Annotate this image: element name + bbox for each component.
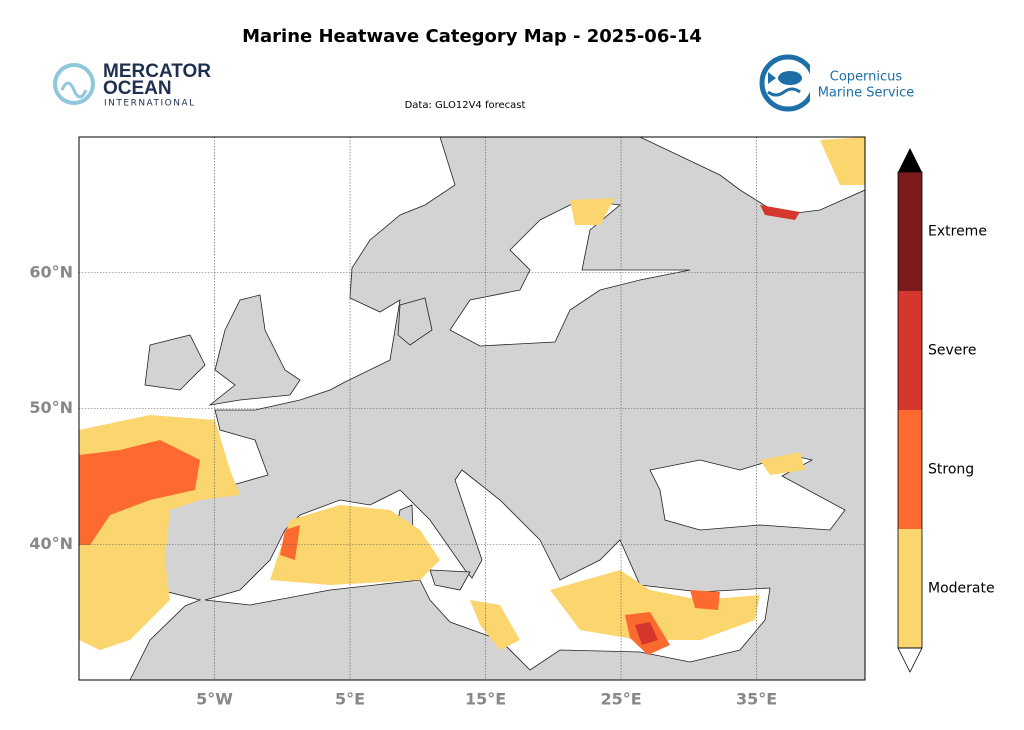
- graticule: [79, 137, 865, 680]
- colorbar-extend-max: [898, 148, 922, 172]
- logo-gap: [810, 60, 822, 108]
- heatwave-area: [690, 590, 720, 610]
- great-britain: [208, 294, 301, 406]
- heatwave-patches: [79, 137, 865, 655]
- colorbar-label: Extreme: [928, 224, 987, 240]
- logo-text: OCEAN: [103, 78, 172, 99]
- map-area: [79, 137, 865, 680]
- colorbar-segment: [898, 172, 922, 291]
- colorbar-frame: [897, 171, 923, 649]
- logo-text: Marine Service: [818, 86, 915, 101]
- lat-tick-label: 40°N: [29, 534, 73, 553]
- heatwave-area: [760, 205, 800, 220]
- lon-tick-label: 15°E: [465, 690, 506, 709]
- black-sea: [649, 454, 846, 531]
- colorbar-label: Strong: [928, 462, 974, 478]
- lon-tick-label: 35°E: [736, 690, 777, 709]
- heatwave-area: [635, 622, 658, 645]
- logo-wave: [60, 81, 88, 99]
- colorbar-segment: [898, 410, 922, 529]
- logo-text: INTERNATIONAL: [104, 99, 196, 109]
- colorbar-extend-min: [897, 647, 923, 673]
- heatwave-area: [280, 525, 300, 560]
- sicily: [429, 569, 471, 591]
- lon-tick-label: 5°W: [196, 690, 233, 709]
- heatwave-area: [270, 505, 440, 585]
- logo-fish: [778, 71, 802, 85]
- heatwave-area: [570, 198, 615, 225]
- heatwave-area: [550, 570, 760, 640]
- copernicus-logo: Copernicus Marine Service: [759, 54, 915, 112]
- colorbar-segment: [898, 291, 922, 410]
- colorbar: Moderate Strong Severe Extreme: [897, 148, 995, 673]
- data-source: Data: GLO12V4 forecast: [405, 100, 526, 111]
- colorbar-segment: [898, 529, 922, 648]
- lon-tick-label: 25°E: [600, 690, 641, 709]
- logo-wave: [767, 87, 801, 97]
- map-title: Marine Heatwave Category Map - 2025-06-1…: [242, 26, 702, 47]
- logo-text: MERCATOR: [103, 61, 211, 82]
- heatwave-area: [79, 440, 200, 545]
- mercator-logo: MERCATOR OCEAN INTERNATIONAL: [53, 61, 211, 109]
- ireland: [144, 334, 206, 391]
- denmark: [397, 297, 433, 346]
- logo-icon: [53, 63, 95, 105]
- map-frame: [78, 136, 866, 681]
- logo-text: Copernicus: [830, 70, 903, 85]
- lon-tick-label: 5°E: [335, 690, 365, 709]
- heatwave-area: [470, 600, 520, 650]
- lat-tick-label: 60°N: [29, 262, 73, 281]
- logo-fish-tail: [768, 72, 776, 84]
- heatwave-area: [760, 452, 805, 475]
- barents-sea: [639, 137, 865, 216]
- colorbar-label: Moderate: [928, 581, 995, 597]
- heatwave-area: [820, 137, 865, 185]
- colorbar-label: Severe: [928, 343, 976, 359]
- lat-tick-label: 50°N: [29, 398, 73, 417]
